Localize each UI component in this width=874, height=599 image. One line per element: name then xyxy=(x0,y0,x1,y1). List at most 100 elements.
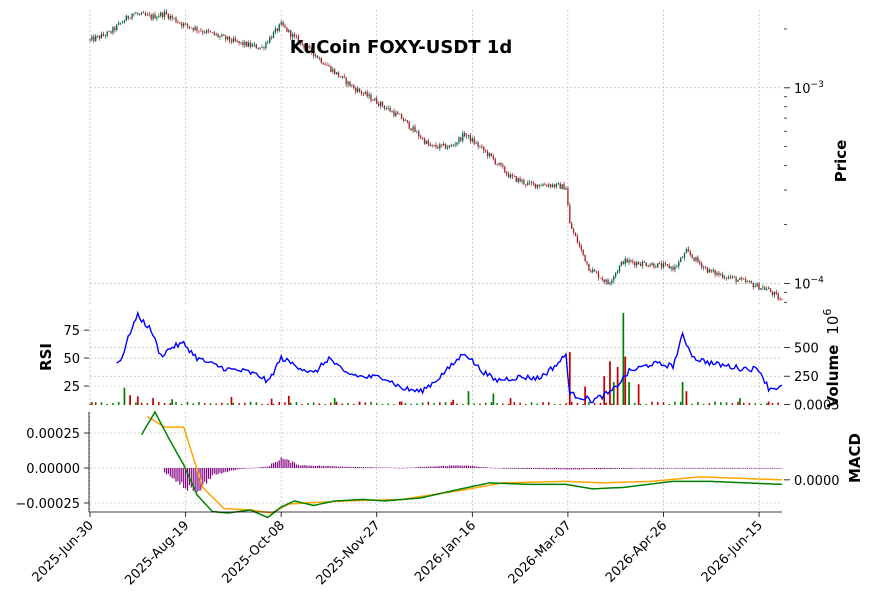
candle-body xyxy=(192,27,194,31)
candle-body xyxy=(293,34,296,37)
volume-bar xyxy=(421,402,424,405)
candle-body xyxy=(469,134,472,142)
macd-histogram-bar xyxy=(662,468,665,469)
macd-histogram-bar xyxy=(532,468,535,469)
candle-body xyxy=(332,69,334,72)
volume-bar xyxy=(232,402,235,405)
macd-histogram-bar xyxy=(322,465,324,468)
candle-body xyxy=(578,242,581,246)
candle-body xyxy=(593,269,596,272)
macd-histogram-bar xyxy=(320,466,322,468)
candle-body xyxy=(219,36,221,37)
volume-bar xyxy=(416,403,418,405)
candle-body xyxy=(592,269,594,272)
macd-histogram-bar xyxy=(569,468,571,470)
candle-body xyxy=(112,27,114,33)
macd-histogram-bar xyxy=(634,468,636,469)
volume-bar xyxy=(330,402,332,405)
candle-body xyxy=(370,94,372,101)
macd-histogram-bar xyxy=(676,468,678,469)
volume-bar xyxy=(364,402,367,405)
candle-body xyxy=(456,142,458,145)
candle-body xyxy=(517,178,519,182)
macd-histogram-bar xyxy=(173,468,175,479)
volume-bar xyxy=(530,402,533,405)
candle-body xyxy=(574,232,577,237)
candle-body xyxy=(739,278,741,280)
candle-body xyxy=(368,94,370,97)
candle-body xyxy=(662,263,665,268)
candle-body xyxy=(345,77,347,85)
macd-histogram-bar xyxy=(515,468,517,469)
candle-body xyxy=(225,35,227,40)
volume-bar xyxy=(333,398,336,405)
volume-axis-exponent: 6 xyxy=(821,309,834,316)
candle-body xyxy=(286,27,288,32)
volume-bar xyxy=(226,403,229,405)
macd-histogram-bar xyxy=(651,468,653,469)
candle-body xyxy=(490,153,493,157)
macd-histogram-bar xyxy=(605,468,607,469)
candle-body xyxy=(546,185,548,187)
candle-body xyxy=(140,12,143,14)
macd-histogram-bar xyxy=(525,468,527,470)
macd-histogram-bar xyxy=(358,467,361,468)
volume-bar xyxy=(140,402,143,405)
macd-histogram-bar xyxy=(779,468,781,469)
candle-body xyxy=(372,100,374,102)
volume-bar xyxy=(645,403,648,405)
candle-body xyxy=(337,72,340,77)
candle-body xyxy=(756,283,758,287)
price-axis-label: Price xyxy=(832,140,850,183)
svg-text:Volume106: Volume106 xyxy=(821,309,842,408)
candle-body xyxy=(588,263,590,271)
macd-histogram-bar xyxy=(336,466,338,468)
macd-histogram-bar xyxy=(244,468,246,469)
candle-body xyxy=(270,37,273,39)
macd-histogram-bar xyxy=(284,459,286,468)
candle-body xyxy=(263,47,265,49)
candle-body xyxy=(177,21,179,23)
macd-histogram-bar xyxy=(609,468,611,470)
candle-body xyxy=(213,32,215,35)
macd-histogram-bar xyxy=(561,468,563,470)
volume-bar xyxy=(502,403,504,405)
candle-body xyxy=(580,245,582,250)
candle-body xyxy=(639,264,642,266)
candle-body xyxy=(255,44,257,49)
volume-bar xyxy=(509,398,512,405)
candle-body xyxy=(523,180,525,184)
macd-histogram-bar xyxy=(414,467,416,468)
macd-histogram-bar xyxy=(225,468,227,472)
macd-histogram-bar xyxy=(454,465,456,468)
candle-body xyxy=(569,205,571,224)
macd-axis-label: MACD xyxy=(846,433,864,483)
candle-body xyxy=(454,144,456,146)
candle-body xyxy=(356,88,359,92)
macd-histogram-bar xyxy=(710,468,712,469)
volume-bar xyxy=(691,403,693,405)
candle-body xyxy=(680,258,682,262)
volume-bar xyxy=(353,403,355,405)
candle-body xyxy=(702,266,705,268)
volume-bar xyxy=(171,399,174,405)
candle-body xyxy=(418,131,420,137)
macd-histogram-bar xyxy=(341,466,343,468)
volume-bar xyxy=(198,402,200,405)
macd-histogram-bar xyxy=(271,463,273,468)
macd-histogram-bar xyxy=(418,467,420,468)
candle-body xyxy=(448,145,451,148)
rsi-panel xyxy=(116,310,783,404)
x-tick-label: 2026-Mar-07 xyxy=(506,518,575,587)
volume-bar xyxy=(624,356,627,405)
macd-histogram-bar xyxy=(582,468,584,470)
candle-body xyxy=(597,272,600,278)
macd-histogram-bar xyxy=(534,468,536,469)
candle-body xyxy=(351,85,353,86)
macd-histogram-bar xyxy=(364,467,366,468)
candle-body xyxy=(771,291,774,295)
candle-body xyxy=(530,182,533,184)
candle-body xyxy=(118,23,120,25)
macd-histogram-bar xyxy=(538,468,540,470)
macd-histogram-bar xyxy=(357,466,359,468)
